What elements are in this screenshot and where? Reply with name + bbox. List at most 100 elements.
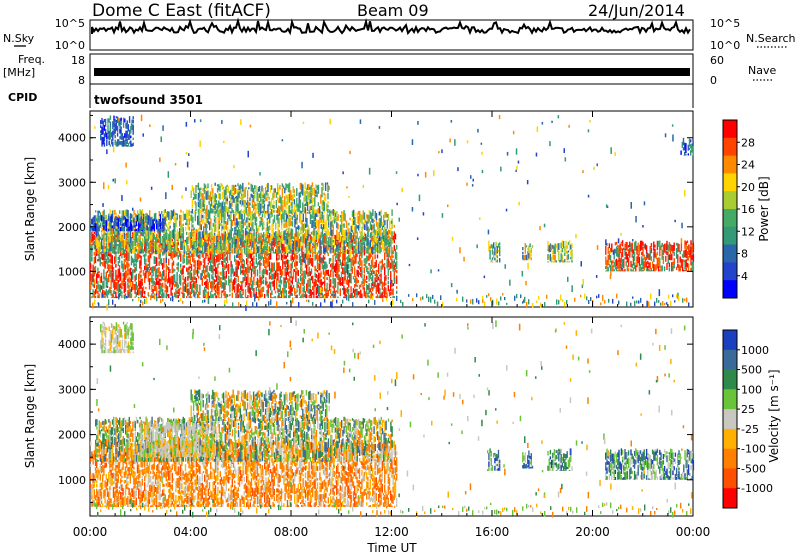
- echo-cell: [138, 250, 140, 259]
- echo-cell: [198, 249, 200, 254]
- echo-cell: [259, 243, 261, 252]
- echo-cell: [224, 231, 226, 241]
- echo-cell: [330, 237, 332, 245]
- echo-cell: [268, 196, 270, 201]
- echo-cell: [308, 228, 310, 235]
- colorbar-tick-label: 20: [741, 181, 755, 194]
- echo-cell: [307, 289, 309, 293]
- echo-cell: [342, 237, 344, 245]
- echo-cell: [153, 471, 155, 477]
- echo-cell: [275, 249, 277, 254]
- echo-cell: [121, 236, 123, 248]
- echo-cell: [140, 457, 142, 468]
- speckle: [411, 139, 414, 145]
- echo-cell: [97, 241, 99, 251]
- echo-cell: [226, 294, 229, 298]
- echo-cell: [123, 471, 125, 478]
- echo-cell: [306, 294, 308, 299]
- echo-cell: [248, 229, 250, 237]
- echo-cell: [255, 232, 258, 241]
- echo-cell: [257, 234, 259, 242]
- echo-cell: [620, 241, 623, 246]
- echo-cell: [298, 253, 301, 263]
- echo-cell: [151, 293, 153, 299]
- echo-cell: [134, 267, 136, 273]
- echo-cell: [328, 258, 331, 265]
- echo-cell: [681, 141, 683, 148]
- echo-cell: [266, 284, 268, 288]
- echo-cell: [306, 229, 308, 237]
- echo-cell: [348, 254, 350, 264]
- echo-cell: [218, 212, 220, 221]
- echo-cell: [268, 245, 271, 248]
- echo-cell: [203, 214, 205, 219]
- echo-cell: [155, 248, 157, 254]
- echo-cell: [309, 258, 311, 264]
- echo-cell: [92, 274, 94, 282]
- echo-cell: [312, 187, 315, 196]
- echo-cell: [111, 236, 114, 242]
- echo-cell: [127, 496, 129, 507]
- echo-cell: [320, 279, 322, 289]
- echo-cell: [345, 220, 348, 229]
- echo-cell: [240, 265, 242, 275]
- echo-cell: [255, 287, 257, 292]
- echo-cell: [308, 277, 310, 283]
- echo-cell: [105, 502, 107, 507]
- echo-cell: [373, 252, 375, 254]
- echo-cell: [246, 199, 249, 208]
- echo-cell: [201, 231, 204, 237]
- echo-cell: [561, 240, 564, 248]
- echo-cell: [133, 269, 135, 274]
- speckle: [526, 302, 528, 308]
- speckle: [392, 283, 395, 287]
- echo-cell: [285, 183, 287, 191]
- echo-cell: [105, 462, 107, 468]
- echo-cell: [112, 505, 115, 507]
- echo-cell: [108, 222, 110, 232]
- echo-cell: [355, 288, 357, 292]
- echo-cell: [293, 205, 296, 213]
- speckle: [581, 284, 584, 289]
- speckle: [476, 244, 478, 249]
- echo-cell: [382, 294, 385, 299]
- echo-cell: [110, 469, 112, 476]
- echo-cell: [94, 256, 97, 264]
- echo-cell: [145, 286, 147, 290]
- echo-cell: [130, 271, 133, 283]
- echo-cell: [392, 260, 394, 272]
- echo-cell: [124, 252, 127, 258]
- echo-cell: [291, 194, 293, 201]
- echo-cell: [110, 464, 112, 468]
- echo-cell: [344, 229, 346, 241]
- speckle: [685, 244, 687, 250]
- echo-cell: [138, 235, 140, 242]
- echo-cell: [266, 221, 268, 232]
- speckle: [487, 229, 490, 235]
- echo-cell: [171, 229, 174, 238]
- echo-cell: [145, 297, 147, 298]
- echo-cell: [256, 241, 259, 245]
- echo-cell: [155, 212, 157, 224]
- echo-cell: [308, 242, 310, 251]
- echo-cell: [208, 295, 211, 299]
- echo-cell: [558, 243, 560, 250]
- echo-cell: [336, 229, 338, 240]
- echo-cell: [369, 221, 372, 230]
- echo-cell: [341, 252, 343, 254]
- echo-cell: [630, 243, 632, 252]
- speckle: [517, 160, 520, 164]
- echo-cell: [218, 209, 220, 214]
- echo-cell: [370, 282, 373, 290]
- speckle: [441, 149, 443, 154]
- echo-cell: [173, 248, 175, 254]
- echo-cell: [114, 468, 116, 471]
- echo-cell: [215, 206, 218, 209]
- echo-cell: [126, 130, 128, 138]
- echo-cell: [251, 204, 254, 208]
- echo-cell: [300, 241, 302, 249]
- echo-cell: [103, 252, 105, 261]
- echo-cell: [605, 265, 607, 270]
- echo-cell: [200, 209, 202, 214]
- echo-cell: [368, 210, 370, 214]
